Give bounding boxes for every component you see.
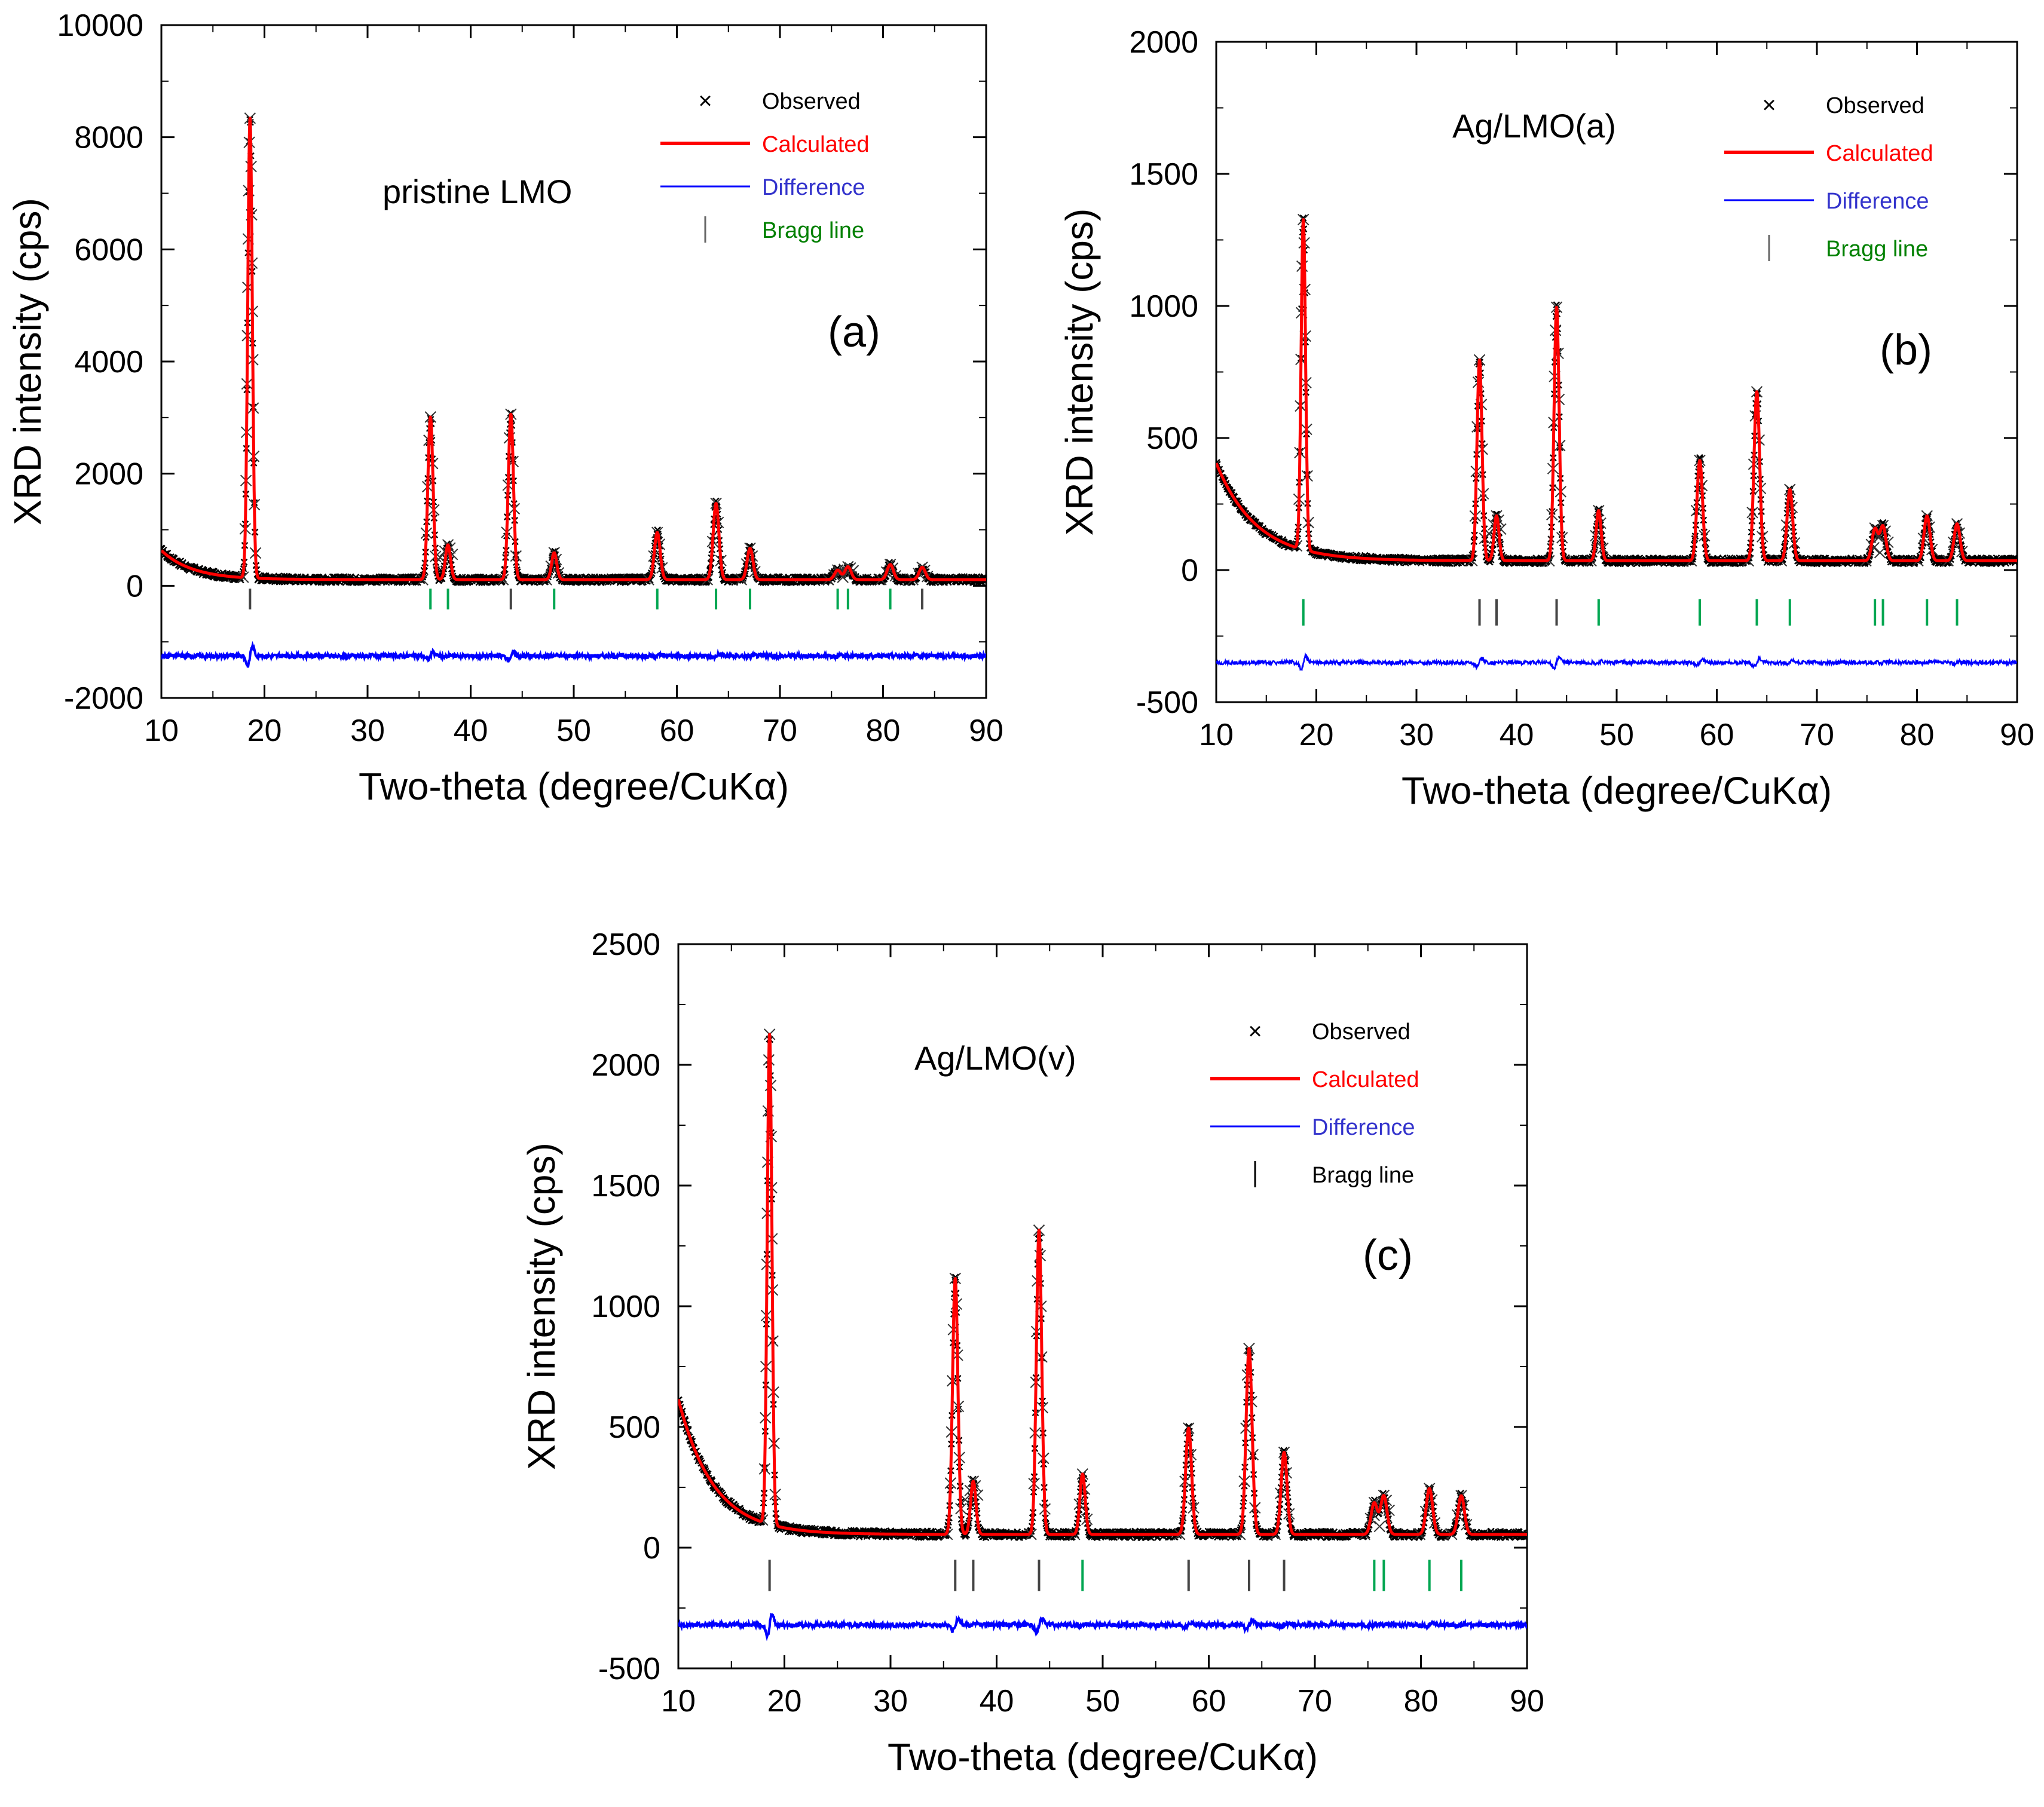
x-tick-label: 20 <box>247 713 282 748</box>
sample-label: pristine LMO <box>383 173 572 210</box>
legend-observed-symbol: × <box>698 88 712 114</box>
x-tick-label: 70 <box>1800 718 1834 752</box>
x-tick-label: 60 <box>1700 718 1734 752</box>
legend-difference-label: Difference <box>1312 1115 1415 1140</box>
x-tick-label: 50 <box>556 713 591 748</box>
legend-bragg-label: Bragg line <box>762 218 864 243</box>
x-tick-label: 20 <box>767 1684 802 1719</box>
y-tick-label: 0 <box>643 1531 660 1566</box>
observed-crosses <box>678 1035 1527 1542</box>
x-tick-label: 30 <box>350 713 385 748</box>
calculated-line <box>161 117 986 581</box>
legend-calculated-label: Calculated <box>1826 141 1933 166</box>
y-tick-label: 2000 <box>74 457 143 492</box>
legend-observed-symbol: × <box>1762 92 1776 118</box>
y-tick-label: 1500 <box>1129 157 1198 192</box>
y-tick-label: 6000 <box>74 232 143 267</box>
y-tick-label: 1500 <box>591 1169 660 1203</box>
x-tick-label: 10 <box>661 1684 696 1719</box>
y-tick-label: 500 <box>608 1410 660 1445</box>
y-axis-title: XRD intensity (cps) <box>6 198 49 525</box>
sample-label: Ag/LMO(v) <box>914 1039 1076 1077</box>
x-tick-label: 70 <box>1298 1684 1332 1719</box>
panel-letter: (b) <box>1880 326 1932 374</box>
x-tick-label: 60 <box>1192 1684 1226 1719</box>
x-tick-label: 80 <box>1900 718 1935 752</box>
x-tick-label: 20 <box>1299 718 1334 752</box>
x-axis-title: Two-theta (degree/CuKα) <box>359 765 789 808</box>
legend-calculated-label: Calculated <box>762 132 870 157</box>
legend-calculated-label: Calculated <box>1312 1067 1419 1092</box>
observed-peak-crosses <box>1290 213 1968 567</box>
calculated-line <box>678 1033 1527 1536</box>
y-tick-label: -500 <box>1136 685 1198 720</box>
legend-difference-label: Difference <box>762 175 865 200</box>
y-tick-label: 0 <box>1181 553 1198 588</box>
legend-observed-label: Observed <box>1826 93 1924 118</box>
legend-bragg-label: Bragg line <box>1312 1163 1414 1188</box>
x-tick-label: 40 <box>1500 718 1534 752</box>
x-tick-label: 80 <box>1404 1684 1439 1719</box>
x-tick-label: 90 <box>969 713 1003 748</box>
legend-observed-symbol: × <box>1248 1018 1262 1045</box>
y-tick-label: 0 <box>126 569 143 604</box>
plot-frame <box>160 24 987 699</box>
legend-observed-label: Observed <box>762 89 861 114</box>
chart-panel-b: -500 0 500 1000 1500 2000 10 20 30 40 50… <box>1058 25 2034 812</box>
y-tick-label: 10000 <box>57 8 143 43</box>
observed-peak-crosses <box>757 1028 1473 1540</box>
y-tick-label: -2000 <box>64 681 143 716</box>
panel-letter: (a) <box>828 308 880 356</box>
y-axis-title: XRD intensity (cps) <box>1058 209 1101 536</box>
x-tick-label: 90 <box>2000 718 2034 752</box>
x-tick-label: 10 <box>144 713 179 748</box>
x-tick-label: 90 <box>1510 1684 1544 1719</box>
x-tick-label: 50 <box>1599 718 1634 752</box>
difference-curve <box>161 641 986 668</box>
y-axis-title: XRD intensity (cps) <box>520 1143 563 1470</box>
y-tick-label: 2000 <box>1129 25 1198 60</box>
y-tick-label: 1000 <box>1129 289 1198 324</box>
y-tick-label: 500 <box>1146 421 1198 456</box>
calculated-line <box>1216 218 2017 562</box>
legend-bragg-label: Bragg line <box>1826 237 1928 262</box>
difference-curve <box>678 1612 1527 1641</box>
y-tick-label: -500 <box>598 1652 660 1686</box>
y-tick-label: 2000 <box>591 1048 660 1083</box>
x-tick-label: 30 <box>1399 718 1434 752</box>
x-tick-label: 10 <box>1199 718 1234 752</box>
panel-letter: (c) <box>1363 1232 1413 1279</box>
chart-panel-a: -2000 0 2000 4000 6000 8000 10000 10 20 … <box>6 8 1003 808</box>
legend-observed-label: Observed <box>1312 1019 1410 1045</box>
x-tick-label: 40 <box>980 1684 1014 1719</box>
x-tick-label: 40 <box>454 713 488 748</box>
y-tick-label: 4000 <box>74 345 143 379</box>
x-tick-label: 30 <box>873 1684 908 1719</box>
x-tick-label: 80 <box>866 713 901 748</box>
legend-difference-label: Difference <box>1826 189 1929 214</box>
y-tick-label: 8000 <box>74 121 143 155</box>
x-tick-label: 60 <box>660 713 694 748</box>
x-axis-title: Two-theta (degree/CuKα) <box>1402 769 1832 812</box>
x-tick-label: 70 <box>763 713 797 748</box>
sample-label: Ag/LMO(a) <box>1452 107 1616 145</box>
observed-crosses <box>1216 214 2017 568</box>
y-tick-label: 1000 <box>591 1290 660 1324</box>
x-tick-label: 50 <box>1085 1684 1120 1719</box>
chart-panel-c: -500 0 500 1000 1500 2000 2500 10 20 30 … <box>520 927 1544 1778</box>
difference-curve <box>1216 652 2017 671</box>
plot-frame <box>677 943 1528 1670</box>
y-tick-label: 2500 <box>591 927 660 962</box>
x-axis-title: Two-theta (degree/CuKα) <box>888 1735 1318 1778</box>
